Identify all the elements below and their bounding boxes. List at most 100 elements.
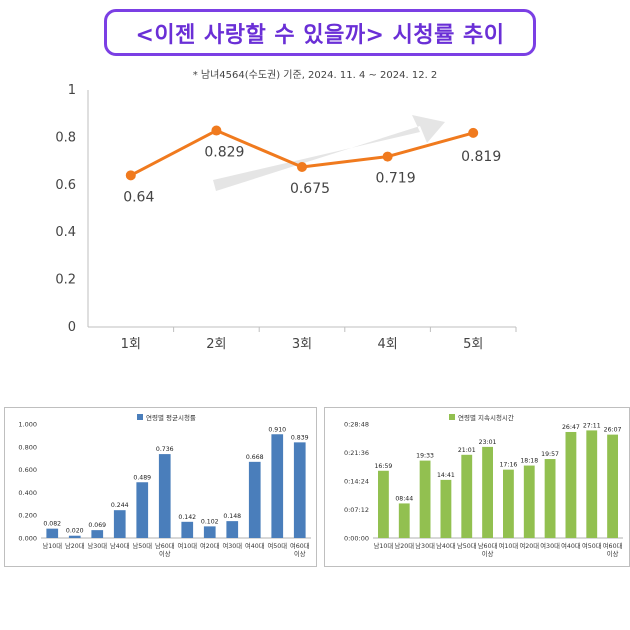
x-tick-label: 이상 xyxy=(607,549,619,558)
x-tick-label: 남30대 xyxy=(415,541,435,550)
bar xyxy=(136,482,149,538)
legend-swatch xyxy=(449,414,455,420)
bar xyxy=(293,442,306,538)
avg-rating-bar-chart: 연령별 평균시청률 0.000 0.200 0.400 0.600 0.800 1.000 0… xyxy=(18,413,311,558)
bar xyxy=(378,470,389,538)
x-tick-label: 남20대 xyxy=(65,541,85,550)
bar xyxy=(203,526,216,538)
data-point xyxy=(125,170,136,181)
chart-subtitle: * 남녀4564(수도권) 기준, 2024. 11. 4 ~ 2024. 12… xyxy=(192,70,438,81)
bar xyxy=(523,465,535,538)
data-label: 0.675 xyxy=(290,181,330,197)
data-point xyxy=(297,162,307,173)
y-tick-label: 0.000 xyxy=(18,535,37,543)
x-tick-label: 여40대 xyxy=(561,541,581,550)
bar xyxy=(586,430,598,538)
data-label: 19:33 xyxy=(416,453,434,460)
x-tick-label: 여50대 xyxy=(582,541,602,550)
title-box: <이젠 사랑할 수 있을까> 시청률 추이 xyxy=(104,9,536,56)
data-label: 21:01 xyxy=(458,447,476,454)
x-tick-label: 여20대 xyxy=(200,541,220,550)
legend-swatch xyxy=(137,414,143,420)
data-label: 0.142 xyxy=(178,514,196,521)
y-tick-label: 1 xyxy=(68,83,76,98)
data-label: 26:07 xyxy=(604,427,622,434)
y-tick-label: 0.2 xyxy=(55,273,76,288)
data-label: 18:18 xyxy=(520,458,538,465)
data-label: 0.910 xyxy=(268,426,286,433)
x-tick-label: 이상 xyxy=(482,549,494,558)
x-tick-label: 2회 xyxy=(206,337,226,352)
legend: 연령별 평균시청률 xyxy=(137,413,196,422)
bar xyxy=(158,454,171,538)
legend-label: 연령별 지속시청시간 xyxy=(458,413,514,422)
data-label: 17:16 xyxy=(499,462,517,469)
watch-time-bar-chart: 연령별 지속시청시간 0:00:00 0:07:12 0:14:24 0:21:36 0:… xyxy=(344,413,623,558)
main-line-chart: 0 0.2 0.4 0.6 0.8 1 1회 2회 3회 4회 5회 0.64 0.829 0.675 0.… xyxy=(55,83,517,352)
x-tick-label: 여40대 xyxy=(245,541,265,550)
data-point xyxy=(468,127,479,138)
data-label: 0.819 xyxy=(461,149,501,165)
data-label: 0.102 xyxy=(201,518,219,525)
data-label: 0.020 xyxy=(66,528,84,535)
x-tick-label: 남10대 xyxy=(42,541,62,550)
x-tick-label: 남40대 xyxy=(110,541,130,550)
bar xyxy=(419,460,431,538)
bar xyxy=(482,446,493,538)
x-tick-label: 3회 xyxy=(292,337,312,352)
data-label: 0.839 xyxy=(291,434,309,441)
avg-rating-panel: 연령별 평균시청률 0.000 0.200 0.400 0.600 0.800 1.000 0… xyxy=(4,407,317,567)
bar xyxy=(91,530,104,538)
y-tick-label: 1.000 xyxy=(18,421,37,429)
chart-title: <이젠 사랑할 수 있을까> 시청률 추이 xyxy=(135,22,505,48)
data-label: 27:11 xyxy=(583,422,601,429)
data-label: 0.244 xyxy=(111,502,129,509)
data-label: 0.64 xyxy=(123,189,154,205)
x-tick-label: 남50대 xyxy=(457,541,477,550)
y-tick-label: 0.400 xyxy=(18,489,37,497)
x-tick-label: 남10대 xyxy=(374,541,394,550)
data-label: 0.069 xyxy=(88,522,106,529)
x-tick-label: 남60대 xyxy=(155,541,175,550)
bar xyxy=(181,521,194,538)
bar xyxy=(68,535,81,538)
x-tick-label: 여20대 xyxy=(519,541,539,550)
bar xyxy=(607,434,618,538)
bar xyxy=(248,461,261,538)
data-label: 0.829 xyxy=(204,145,244,161)
y-tick-label: 0:14:24 xyxy=(344,478,369,486)
y-tick-label: 0.8 xyxy=(55,130,76,145)
x-tick-label: 이상 xyxy=(294,549,306,558)
y-tick-label: 0:07:12 xyxy=(344,506,369,514)
y-tick-label: 0:21:36 xyxy=(344,449,369,457)
legend: 연령별 지속시청시간 xyxy=(449,413,514,422)
x-tick-label: 남50대 xyxy=(132,541,152,550)
legend-label: 연령별 평균시청률 xyxy=(146,413,196,422)
bar xyxy=(271,434,284,538)
bar xyxy=(440,479,452,538)
x-tick-label: 4회 xyxy=(377,337,397,352)
data-label: 19:57 xyxy=(541,451,559,458)
bar xyxy=(46,528,59,538)
data-label: 0.082 xyxy=(43,521,61,528)
data-point xyxy=(382,151,393,162)
y-tick-label: 0:00:00 xyxy=(344,535,369,543)
x-tick-label: 여30대 xyxy=(540,541,560,550)
x-tick-label: 남60대 xyxy=(478,541,498,550)
x-tick-label: 1회 xyxy=(121,337,141,352)
x-tick-label: 이상 xyxy=(159,549,171,558)
x-tick-label: 여30대 xyxy=(222,541,242,550)
x-tick-label: 여60대 xyxy=(603,541,623,550)
trend-arrow xyxy=(213,115,445,191)
data-label: 0.736 xyxy=(156,446,174,453)
x-tick-label: 남30대 xyxy=(87,541,107,550)
y-tick-label: 0.200 xyxy=(18,512,37,520)
y-tick-label: 0.600 xyxy=(18,466,37,474)
x-tick-label: 여50대 xyxy=(267,541,287,550)
data-label: 08:44 xyxy=(395,495,413,502)
data-label: 0.148 xyxy=(223,513,241,520)
x-tick-label: 5회 xyxy=(463,337,483,352)
y-tick-label: 0:28:48 xyxy=(344,421,369,429)
data-label: 0.489 xyxy=(133,474,151,481)
watch-time-panel: 연령별 지속시청시간 0:00:00 0:07:12 0:14:24 0:21:36 0:… xyxy=(324,407,630,567)
